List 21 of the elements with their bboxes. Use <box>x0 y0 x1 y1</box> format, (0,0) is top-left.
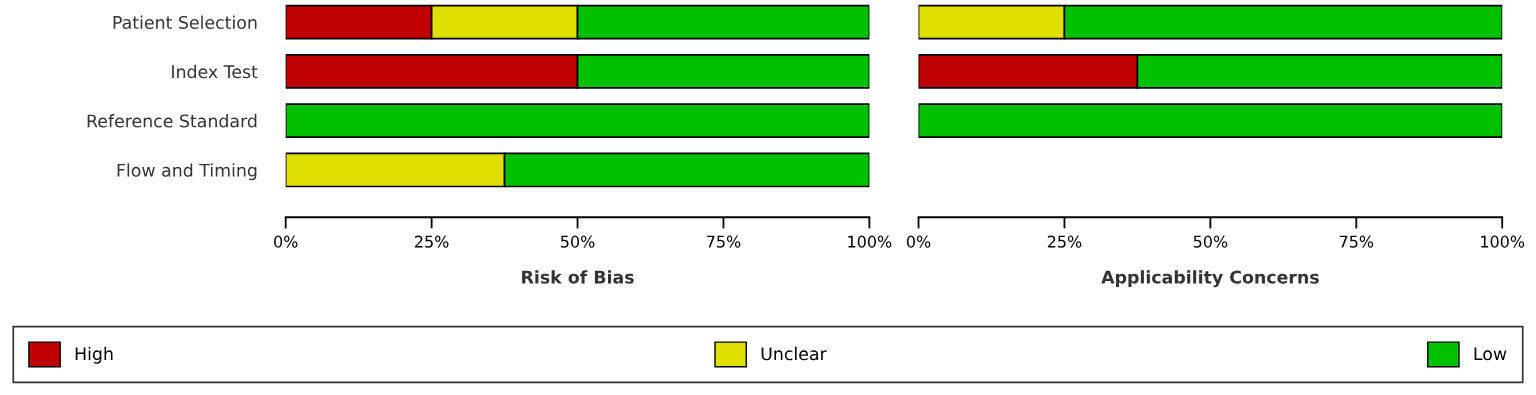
x-tick-label: 75% <box>707 235 741 248</box>
y-tick-label: Patient Selection <box>113 15 257 30</box>
x-tick-label: 0% <box>906 235 931 248</box>
x-tick-label: 25% <box>415 235 449 248</box>
x-tick-label: 50% <box>561 235 595 248</box>
x-tick-label: 75% <box>1339 235 1374 248</box>
y-tick-label: Index Test <box>172 64 258 79</box>
y-tick-label: Flow and Timing <box>117 163 257 181</box>
x-tick-label: 100% <box>848 235 892 248</box>
legend-label: Unclear <box>761 346 827 361</box>
bar <box>918 103 1503 139</box>
legend-label: High <box>75 346 113 364</box>
x-axis-title: Applicability Concerns <box>1101 270 1319 288</box>
x-tick-label: 0% <box>274 235 298 248</box>
y-tick-label: Reference Standard <box>87 114 257 128</box>
x-tick-label: 25% <box>1047 235 1082 248</box>
x-axis-title: Risk of Bias <box>522 270 634 284</box>
x-tick-label: 100% <box>1481 235 1525 248</box>
bar <box>285 103 870 139</box>
legend-label: Low <box>1474 347 1507 361</box>
x-tick-label: 50% <box>1193 235 1228 248</box>
